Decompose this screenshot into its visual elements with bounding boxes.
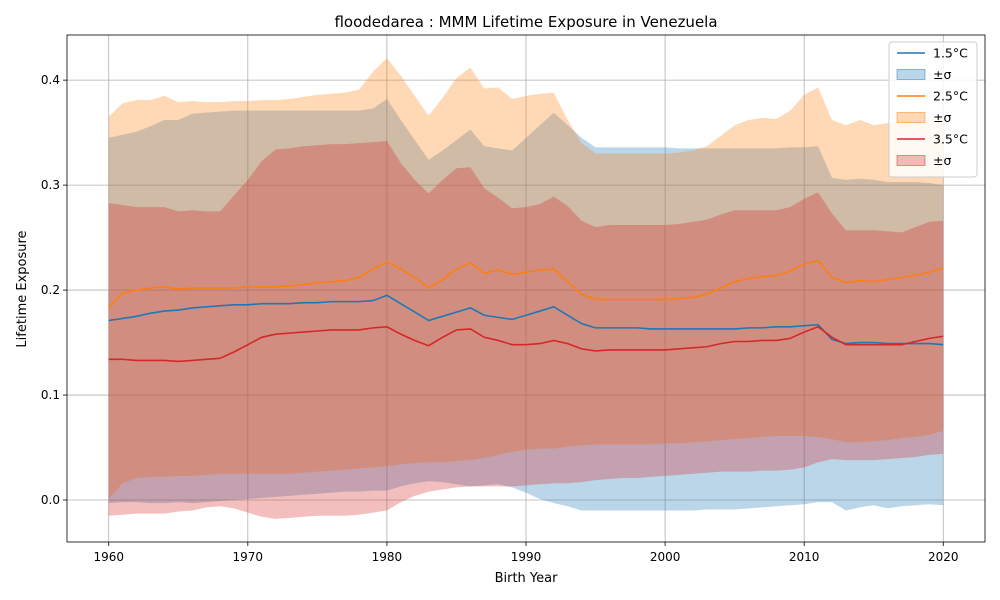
sigma-bands (108, 58, 944, 519)
legend-label: ±σ (933, 110, 951, 125)
legend-label: 2.5°C (933, 89, 968, 104)
x-tick-label: 2010 (789, 550, 820, 564)
legend-band-swatch (896, 112, 926, 123)
series-line-1 (108, 259, 944, 309)
series-line-2 (108, 325, 944, 363)
plot-area (66, 34, 986, 543)
legend-box (888, 41, 978, 178)
legend-label: 1.5°C (933, 46, 968, 61)
legend-label: ±σ (933, 153, 951, 168)
y-tick-label: 0.0 (41, 493, 60, 507)
y-axis-label: Lifetime Exposure (15, 230, 30, 347)
y-tick-label: 0.3 (41, 178, 60, 192)
x-tick-label: 2020 (928, 550, 959, 564)
legend-band-swatch (896, 155, 926, 166)
chart-title: floodedarea : MMM Lifetime Exposure in V… (334, 13, 717, 31)
y-axis: 0.0 0.1 0.2 0.3 0.4 (41, 73, 67, 507)
y-tick-label: 0.4 (41, 73, 60, 87)
x-tick-label: 1970 (233, 550, 264, 564)
legend: 1.5°C ±σ 2.5°C ±σ 3.5°C ±σ (888, 41, 978, 178)
y-tick-label: 0.2 (41, 283, 60, 297)
series-lines (108, 259, 944, 363)
legend-band-swatch (896, 69, 926, 80)
x-tick-label: 2000 (650, 550, 681, 564)
x-axis: 1960 1970 1980 1990 2000 2010 2020 (93, 542, 959, 564)
x-tick-label: 1980 (372, 550, 403, 564)
x-axis-label: Birth Year (495, 571, 559, 586)
legend-label: ±σ (933, 67, 951, 82)
series-line-0 (108, 294, 944, 346)
x-tick-label: 1990 (511, 550, 542, 564)
grid-lines (67, 35, 985, 542)
legend-label: 3.5°C (933, 132, 968, 147)
y-tick-label: 0.1 (41, 388, 60, 402)
x-tick-label: 1960 (93, 550, 124, 564)
sigma-band-0 (108, 99, 944, 511)
sigma-band-2 (108, 141, 944, 519)
sigma-band-1 (108, 58, 944, 499)
